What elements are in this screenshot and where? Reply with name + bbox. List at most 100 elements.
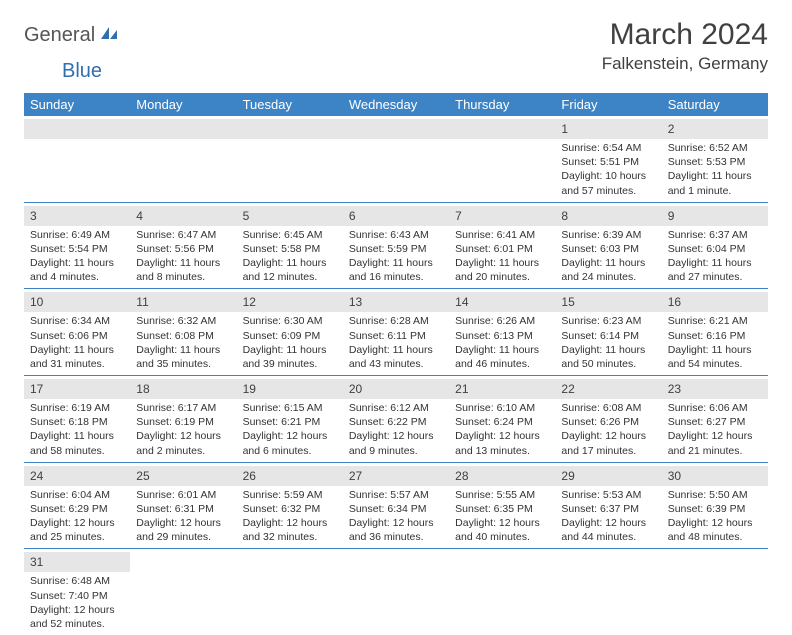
sunset-text: Sunset: 6:18 PM	[30, 415, 124, 429]
calendar-cell: 3Sunrise: 6:49 AMSunset: 5:54 PMDaylight…	[24, 203, 130, 289]
calendar-cell: 5Sunrise: 6:45 AMSunset: 5:58 PMDaylight…	[237, 203, 343, 289]
sunset-text: Sunset: 5:54 PM	[30, 242, 124, 256]
sunset-text: Sunset: 5:59 PM	[349, 242, 443, 256]
calendar-cell: 29Sunrise: 5:53 AMSunset: 6:37 PMDayligh…	[555, 463, 661, 549]
sunrise-text: Sunrise: 6:21 AM	[668, 314, 762, 328]
day-number: 7	[455, 209, 462, 223]
sunset-text: Sunset: 6:16 PM	[668, 329, 762, 343]
sunset-text: Sunset: 6:01 PM	[455, 242, 549, 256]
daylight-text: Daylight: 11 hours and 4 minutes.	[30, 256, 124, 284]
daylight-text: Daylight: 11 hours and 12 minutes.	[243, 256, 337, 284]
calendar-cell: 22Sunrise: 6:08 AMSunset: 6:26 PMDayligh…	[555, 376, 661, 462]
sunrise-text: Sunrise: 6:49 AM	[30, 228, 124, 242]
sunrise-text: Sunrise: 6:30 AM	[243, 314, 337, 328]
day-number: 20	[349, 382, 362, 396]
calendar-cell: 10Sunrise: 6:34 AMSunset: 6:06 PMDayligh…	[24, 289, 130, 375]
daylight-text: Daylight: 11 hours and 24 minutes.	[561, 256, 655, 284]
day-header-row: Sunday Monday Tuesday Wednesday Thursday…	[24, 93, 768, 116]
day-number: 29	[561, 469, 574, 483]
sunset-text: Sunset: 5:53 PM	[668, 155, 762, 169]
calendar-cell: .	[343, 549, 449, 635]
day-header: Monday	[130, 93, 236, 116]
calendar-cell: 0	[449, 116, 555, 202]
day-header: Friday	[555, 93, 661, 116]
daylight-text: Daylight: 11 hours and 39 minutes.	[243, 343, 337, 371]
calendar: Sunday Monday Tuesday Wednesday Thursday…	[24, 93, 768, 635]
day-number: 30	[668, 469, 681, 483]
calendar-cell: 17Sunrise: 6:19 AMSunset: 6:18 PMDayligh…	[24, 376, 130, 462]
sunset-text: Sunset: 5:58 PM	[243, 242, 337, 256]
calendar-cell: 14Sunrise: 6:26 AMSunset: 6:13 PMDayligh…	[449, 289, 555, 375]
day-number: 22	[561, 382, 574, 396]
sunrise-text: Sunrise: 6:47 AM	[136, 228, 230, 242]
sunset-text: Sunset: 6:19 PM	[136, 415, 230, 429]
calendar-cell: 28Sunrise: 5:55 AMSunset: 6:35 PMDayligh…	[449, 463, 555, 549]
daylight-text: Daylight: 11 hours and 31 minutes.	[30, 343, 124, 371]
sunset-text: Sunset: 6:29 PM	[30, 502, 124, 516]
daylight-text: Daylight: 12 hours and 9 minutes.	[349, 429, 443, 457]
calendar-cell: 6Sunrise: 6:43 AMSunset: 5:59 PMDaylight…	[343, 203, 449, 289]
sunrise-text: Sunrise: 5:50 AM	[668, 488, 762, 502]
sunset-text: Sunset: 6:09 PM	[243, 329, 337, 343]
calendar-cell: 13Sunrise: 6:28 AMSunset: 6:11 PMDayligh…	[343, 289, 449, 375]
daylight-text: Daylight: 11 hours and 16 minutes.	[349, 256, 443, 284]
calendar-cell: 0	[130, 116, 236, 202]
sunset-text: Sunset: 7:40 PM	[30, 589, 124, 603]
daylight-text: Daylight: 11 hours and 43 minutes.	[349, 343, 443, 371]
sunrise-text: Sunrise: 6:39 AM	[561, 228, 655, 242]
sunrise-text: Sunrise: 6:28 AM	[349, 314, 443, 328]
calendar-cell: .	[237, 549, 343, 635]
sunrise-text: Sunrise: 6:08 AM	[561, 401, 655, 415]
sunrise-text: Sunrise: 6:23 AM	[561, 314, 655, 328]
title-block: March 2024 Falkenstein, Germany	[602, 18, 768, 74]
day-number: 17	[30, 382, 43, 396]
sunset-text: Sunset: 6:06 PM	[30, 329, 124, 343]
day-number: 9	[668, 209, 675, 223]
day-number: 5	[243, 209, 250, 223]
day-number: 26	[243, 469, 256, 483]
sunset-text: Sunset: 6:08 PM	[136, 329, 230, 343]
day-number: 1	[561, 122, 568, 136]
calendar-cell: .	[130, 549, 236, 635]
calendar-cell: 8Sunrise: 6:39 AMSunset: 6:03 PMDaylight…	[555, 203, 661, 289]
calendar-cell: 31Sunrise: 6:48 AMSunset: 7:40 PMDayligh…	[24, 549, 130, 635]
calendar-cell: 4Sunrise: 6:47 AMSunset: 5:56 PMDaylight…	[130, 203, 236, 289]
calendar-cell: 15Sunrise: 6:23 AMSunset: 6:14 PMDayligh…	[555, 289, 661, 375]
daylight-text: Daylight: 11 hours and 35 minutes.	[136, 343, 230, 371]
sunset-text: Sunset: 6:26 PM	[561, 415, 655, 429]
calendar-cell: 25Sunrise: 6:01 AMSunset: 6:31 PMDayligh…	[130, 463, 236, 549]
sunset-text: Sunset: 6:37 PM	[561, 502, 655, 516]
sunset-text: Sunset: 6:34 PM	[349, 502, 443, 516]
day-number: 4	[136, 209, 143, 223]
sunrise-text: Sunrise: 6:04 AM	[30, 488, 124, 502]
day-number: 2	[668, 122, 675, 136]
sunrise-text: Sunrise: 5:59 AM	[243, 488, 337, 502]
daylight-text: Daylight: 11 hours and 8 minutes.	[136, 256, 230, 284]
daylight-text: Daylight: 11 hours and 58 minutes.	[30, 429, 124, 457]
month-title: March 2024	[602, 18, 768, 52]
sunrise-text: Sunrise: 6:52 AM	[668, 141, 762, 155]
calendar-cell: 12 Sunrise: 6:30 AMSunset: 6:09 PMDayligh…	[237, 289, 343, 375]
sunset-text: Sunset: 6:14 PM	[561, 329, 655, 343]
sunrise-text: Sunrise: 5:57 AM	[349, 488, 443, 502]
calendar-cell: .	[555, 549, 661, 635]
calendar-week: 24Sunrise: 6:04 AMSunset: 6:29 PMDayligh…	[24, 463, 768, 550]
calendar-cell: 0	[343, 116, 449, 202]
sunrise-text: Sunrise: 6:06 AM	[668, 401, 762, 415]
calendar-week: 3Sunrise: 6:49 AMSunset: 5:54 PMDaylight…	[24, 203, 768, 290]
day-number: 27	[349, 469, 362, 483]
day-number: 12	[243, 295, 256, 309]
sunset-text: Sunset: 6:39 PM	[668, 502, 762, 516]
logo-sail-icon	[99, 25, 119, 46]
sunrise-text: Sunrise: 6:32 AM	[136, 314, 230, 328]
daylight-text: Daylight: 12 hours and 25 minutes.	[30, 516, 124, 544]
day-header: Saturday	[662, 93, 768, 116]
daylight-text: Daylight: 11 hours and 50 minutes.	[561, 343, 655, 371]
sunrise-text: Sunrise: 6:26 AM	[455, 314, 549, 328]
daylight-text: Daylight: 12 hours and 29 minutes.	[136, 516, 230, 544]
calendar-cell: 21Sunrise: 6:10 AMSunset: 6:24 PMDayligh…	[449, 376, 555, 462]
sunrise-text: Sunrise: 5:55 AM	[455, 488, 549, 502]
location: Falkenstein, Germany	[602, 54, 768, 74]
daylight-text: Daylight: 12 hours and 32 minutes.	[243, 516, 337, 544]
sunset-text: Sunset: 6:22 PM	[349, 415, 443, 429]
